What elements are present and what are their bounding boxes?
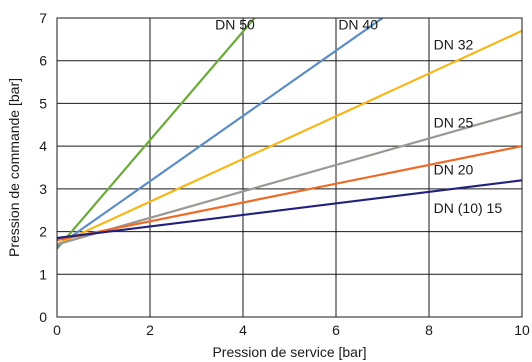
y-axis-title: Pression de commande [bar] [6, 78, 22, 257]
y-tick-label: 5 [39, 95, 47, 111]
series-line-dn-40 [57, 18, 384, 248]
y-tick-label: 7 [39, 10, 47, 26]
x-tick-label: 6 [332, 322, 340, 338]
y-tick-label: 1 [39, 266, 47, 282]
y-tick-label: 3 [39, 181, 47, 197]
series-line-dn-20 [57, 145, 522, 242]
series-label: DN 40 [338, 16, 378, 32]
series-line-dn-10-15 [57, 179, 522, 240]
series-line-dn-25 [57, 110, 522, 246]
x-tick-label: 0 [53, 322, 61, 338]
series-label: DN 32 [434, 36, 474, 52]
series-labels: DN 50 DN 40 DN 32 DN 25 DN 20 DN (10) 15 [215, 16, 502, 216]
y-tick-label: 4 [39, 138, 47, 154]
y-tick-label: 2 [39, 224, 47, 240]
x-tick-label: 10 [514, 322, 530, 338]
x-tick-label: 4 [239, 322, 247, 338]
y-tick-label: 0 [39, 309, 47, 325]
series-label: DN 25 [434, 115, 474, 131]
plot-frame [56, 17, 523, 318]
series-line-dn-32 [57, 29, 522, 246]
series-label: DN (10) 15 [434, 200, 503, 216]
series-label: DN 50 [215, 16, 255, 32]
y-tick-label: 6 [39, 53, 47, 69]
x-tick-label: 8 [425, 322, 433, 338]
x-axis-title: Pression de service [bar] [212, 344, 366, 360]
grid-lines [57, 18, 522, 317]
tick-labels: 0 2 4 6 8 10 0 1 2 3 4 5 6 7 [39, 10, 530, 338]
series-line-dn-50 [57, 18, 256, 250]
x-tick-label: 2 [146, 322, 154, 338]
series-label: DN 20 [434, 162, 474, 178]
series-lines [57, 18, 522, 250]
